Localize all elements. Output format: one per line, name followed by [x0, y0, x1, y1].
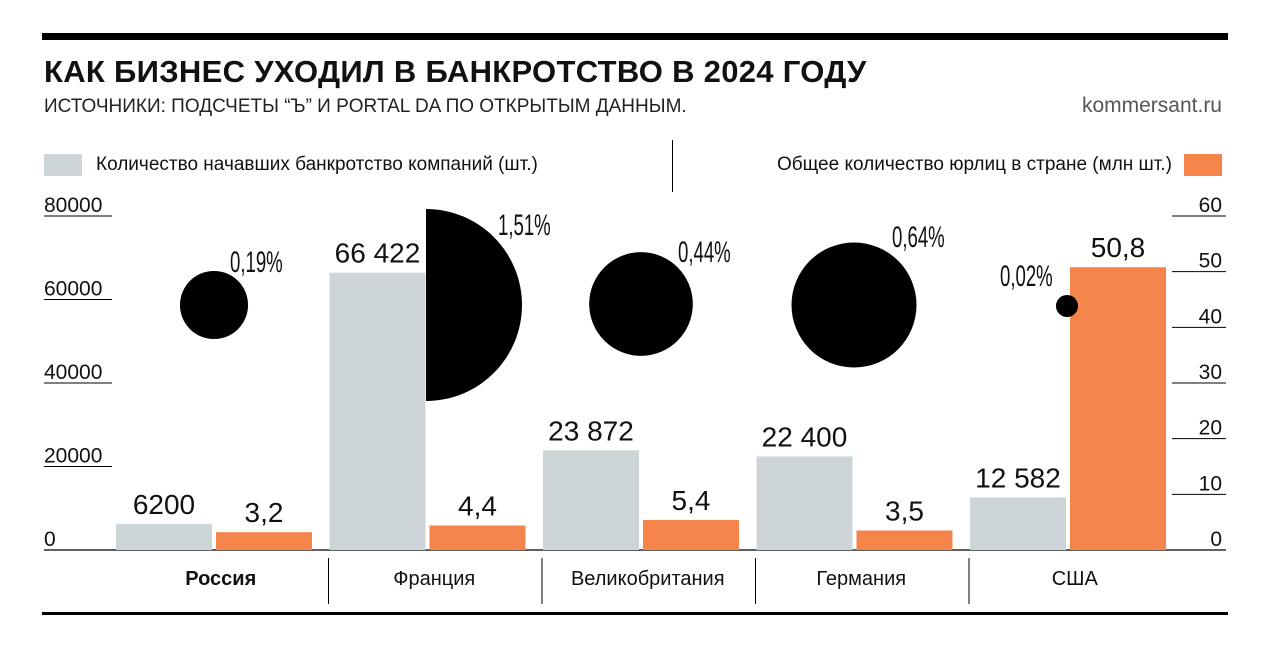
bar-bankrupt — [970, 497, 1066, 550]
share-label: 0,19% — [230, 246, 283, 280]
y-right-tick-label: 60 — [1199, 194, 1222, 217]
value-label-bankrupt: 66 422 — [335, 238, 421, 269]
legend-swatch-bankrupt — [44, 154, 82, 176]
top-rule — [42, 33, 1228, 40]
share-label: 0,02% — [1000, 260, 1053, 294]
legend-label-entities: Общее количество юрлиц в стране (млн шт.… — [776, 154, 1172, 175]
bar-entities — [429, 525, 526, 550]
y-right-tick-label: 50 — [1199, 250, 1222, 273]
chart-subtitle: ИСТОЧНИКИ: ПОДСЧЕТЫ “Ъ” И PORTAL DA ПО О… — [44, 96, 687, 117]
y-right-tick-label: 0 — [1210, 528, 1222, 551]
share-circle — [1055, 294, 1079, 318]
share-circle — [426, 209, 522, 401]
bottom-rule — [42, 612, 1228, 615]
legend-swatch-entities — [1184, 154, 1222, 176]
y-left-tick-label: 0 — [44, 528, 56, 551]
legend-divider — [672, 140, 673, 192]
y-right-tick-label: 40 — [1199, 305, 1222, 328]
share-label: 1,51% — [498, 209, 551, 243]
value-label-entities: 50,8 — [1091, 232, 1146, 263]
share-circle — [791, 242, 917, 368]
value-label-bankrupt: 22 400 — [762, 421, 848, 452]
category-label: Россия — [185, 568, 257, 590]
share-label: 0,44% — [678, 236, 731, 270]
y-left-tick-label: 40000 — [44, 361, 102, 384]
y-right-tick-label: 30 — [1199, 361, 1222, 384]
share-circle — [589, 252, 693, 356]
y-left-tick-label: 80000 — [44, 194, 102, 217]
category-label: Великобритания — [570, 568, 725, 590]
bar-bankrupt — [116, 524, 212, 550]
value-label-bankrupt: 23 872 — [548, 415, 634, 446]
bar-entities — [216, 532, 312, 550]
source-site: kommersant.ru — [1081, 94, 1222, 117]
y-left-tick-label: 20000 — [44, 445, 102, 468]
share-circle — [179, 270, 249, 340]
value-label-entities: 4,4 — [458, 491, 497, 522]
y-left-tick-label: 60000 — [44, 278, 102, 301]
category-label: Германия — [816, 568, 907, 590]
category-label: США — [1051, 568, 1098, 590]
bar-bankrupt — [329, 272, 426, 550]
bar-bankrupt — [756, 456, 853, 550]
legend-entities: Общее количество юрлиц в стране (млн шт.… — [777, 154, 1222, 176]
legend-bankrupt: Количество начавших банкротство компаний… — [44, 154, 538, 176]
y-right-tick-label: 10 — [1199, 472, 1222, 495]
bar-entities — [1070, 267, 1166, 550]
value-label-entities: 3,2 — [245, 497, 284, 528]
bar-bankrupt — [543, 450, 639, 550]
share-label: 0,64% — [892, 221, 945, 255]
bar-entities — [643, 519, 739, 550]
value-label-entities: 5,4 — [672, 485, 711, 516]
bar-entities — [856, 530, 953, 550]
value-label-entities: 3,5 — [885, 496, 924, 527]
value-label-bankrupt: 6200 — [133, 489, 195, 520]
chart-title: КАК БИЗНЕС УХОДИЛ В БАНКРОТСТВО В 2024 Г… — [44, 54, 867, 89]
value-label-bankrupt: 12 582 — [975, 462, 1061, 493]
legend-label-bankrupt: Количество начавших банкротство компаний… — [96, 154, 538, 175]
category-label: Франция — [393, 568, 476, 590]
y-right-tick-label: 20 — [1199, 417, 1222, 440]
